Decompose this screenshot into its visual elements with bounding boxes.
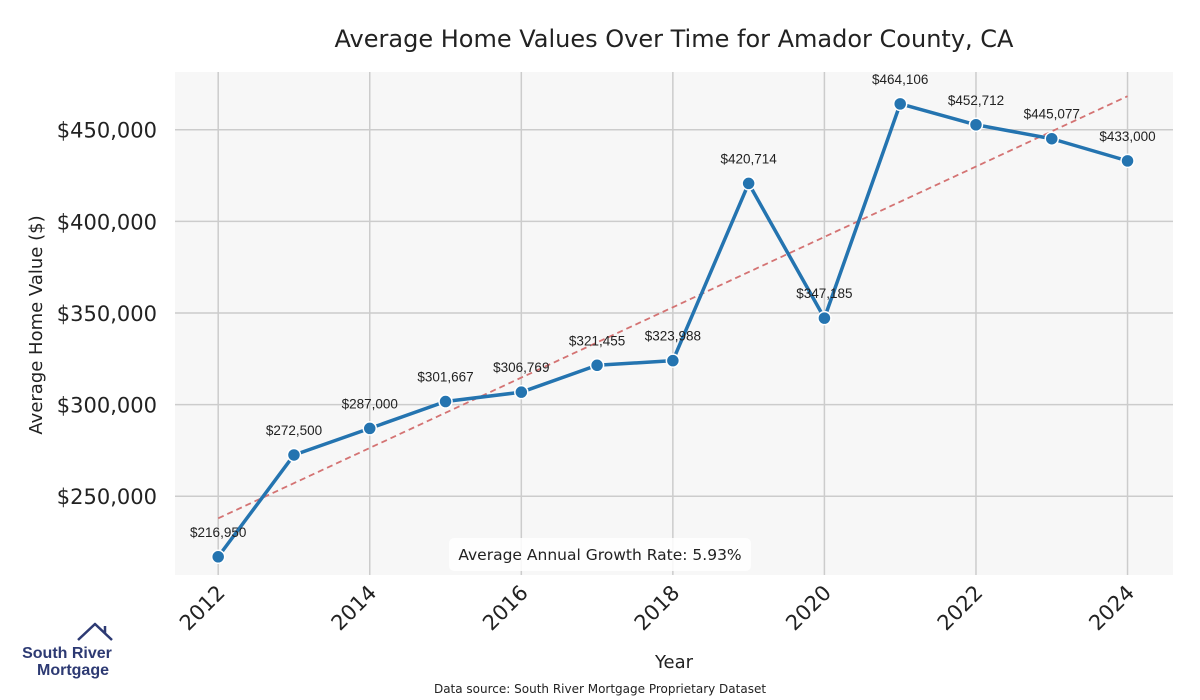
data-source-note: Data source: South River Mortgage Propri… [434,682,766,696]
data-label: $420,714 [720,151,777,166]
data-point [892,96,908,112]
house-roof-icon [77,622,113,641]
data-point [968,117,984,133]
plot-area [175,72,1173,575]
data-label: $321,455 [569,333,625,348]
annotation-text: Average Annual Growth Rate: 5.93% [458,546,741,564]
data-label: $216,950 [190,525,246,540]
y-axis-ticks: $250,000 $300,000 $350,000 $400,000 $450,000 [57,119,157,509]
south-river-logo: South River Mortgage [22,622,113,679]
x-tick-label: 2018 [630,581,685,636]
data-points [210,96,1135,565]
x-tick-label: 2022 [933,581,988,636]
x-axis-ticks: 2012 2014 2016 2018 2020 2022 2024 [175,581,1139,636]
x-tick-label: 2016 [478,581,533,636]
y-tick-label: $450,000 [57,119,157,143]
logo-line1: South River [22,645,112,662]
data-point [741,176,756,191]
data-label: $306,769 [493,360,549,375]
x-tick-label: 2024 [1084,581,1139,636]
logo-line2: Mortgage [37,662,109,679]
data-point [589,358,605,373]
annotation-box [449,538,751,571]
data-point [1044,131,1060,146]
x-tick-label: 2014 [327,581,382,636]
y-tick-label: $300,000 [57,394,157,418]
data-point [1120,153,1135,169]
data-label: $287,000 [342,396,398,411]
data-point [665,353,681,368]
data-label: $347,185 [796,286,852,301]
y-axis-label: Average Home Value ($) [26,215,47,434]
data-point [210,549,226,565]
data-point [514,384,529,400]
data-label: $452,712 [948,93,1004,108]
data-point [286,447,302,463]
data-label: $272,500 [266,423,322,438]
y-tick-label: $250,000 [57,485,157,509]
growth-rate-annotation: Average Annual Growth Rate: 5.93% [449,538,751,571]
x-axis-label: Year [654,652,694,673]
x-tick-label: 2020 [781,581,836,636]
data-label: $433,000 [1099,129,1155,144]
data-point [817,310,832,326]
data-label: $464,106 [872,72,928,87]
chart-title: Average Home Values Over Time for Amador… [335,25,1014,53]
data-label: $301,667 [417,370,473,385]
trend-line [217,95,1128,520]
data-point [362,421,378,436]
x-tick-label: 2012 [175,581,230,636]
y-tick-label: $350,000 [57,302,157,326]
data-labels: $216,950 $272,500 $287,000 $301,667 $306,769… [190,72,1156,540]
y-tick-label: $400,000 [57,210,157,234]
data-label: $323,988 [645,329,701,344]
data-point [438,394,453,409]
data-label: $445,077 [1024,107,1080,122]
